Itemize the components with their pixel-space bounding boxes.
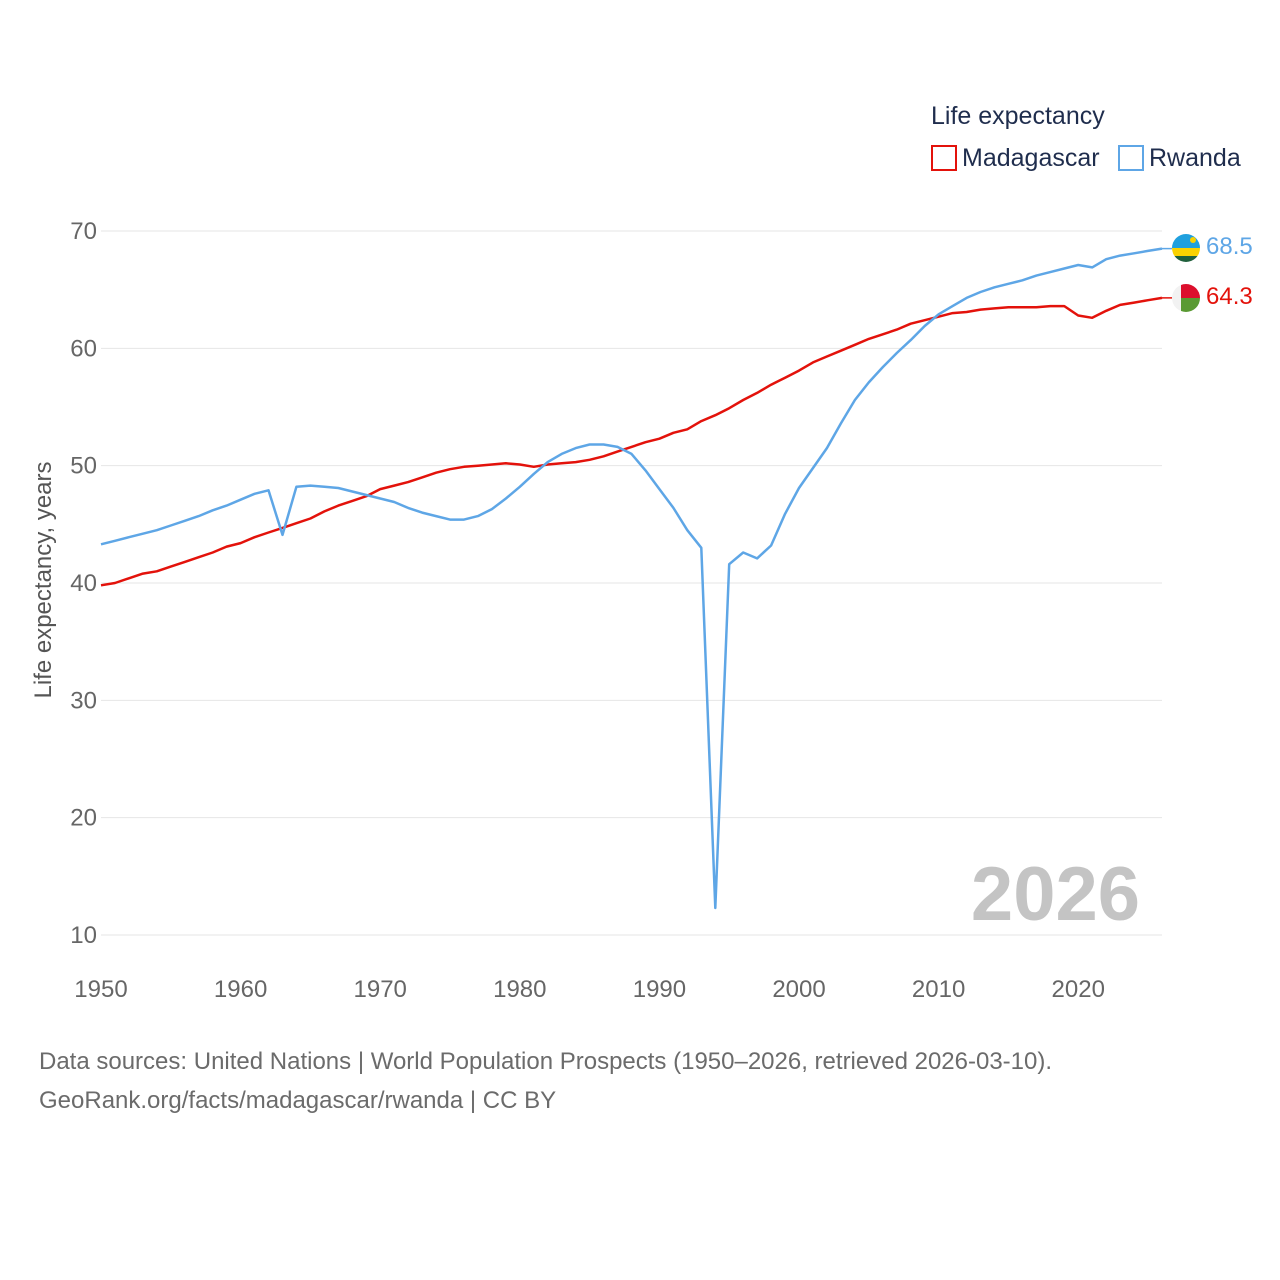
current-year-label: 2026 bbox=[971, 852, 1140, 937]
y-tick-label: 20 bbox=[70, 805, 97, 832]
y-tick-label: 60 bbox=[70, 335, 97, 362]
attribution-link[interactable]: GeoRank.org/facts/madagascar/rwanda | CC… bbox=[39, 1087, 556, 1114]
x-tick-label: 1980 bbox=[493, 976, 546, 1003]
y-tick-label: 10 bbox=[70, 922, 97, 949]
madagascar-flag-icon bbox=[1172, 284, 1200, 312]
x-tick-label: 1990 bbox=[633, 976, 686, 1003]
y-tick-label: 70 bbox=[70, 218, 97, 245]
x-tick-label: 2000 bbox=[772, 976, 825, 1003]
series-line-madagascar[interactable] bbox=[100, 296, 1163, 587]
rwanda-flag-icon bbox=[1172, 234, 1200, 262]
x-tick-label: 2020 bbox=[1052, 976, 1105, 1003]
y-axis-title: Life expectancy, years bbox=[30, 461, 57, 698]
legend-title: Life expectancy bbox=[931, 102, 1105, 130]
madagascar-end-value: 64.3 bbox=[1206, 283, 1253, 310]
rwanda-end-value: 68.5 bbox=[1206, 233, 1253, 260]
series-lines bbox=[100, 247, 1172, 910]
x-tick-label: 1950 bbox=[74, 976, 127, 1003]
y-axis-ticks: 10 20 30 40 50 60 70 bbox=[70, 218, 97, 949]
legend-label-rwanda: Rwanda bbox=[1149, 144, 1241, 172]
legend: Life expectancy Madagascar Rwanda bbox=[931, 102, 1241, 172]
legend-item-rwanda[interactable]: Rwanda bbox=[1118, 144, 1241, 172]
gridlines bbox=[101, 230, 1162, 936]
x-tick-label: 1960 bbox=[214, 976, 267, 1003]
data-source-note: Data sources: United Nations | World Pop… bbox=[39, 1048, 1052, 1075]
legend-label-madagascar: Madagascar bbox=[962, 144, 1100, 172]
y-tick-label: 40 bbox=[70, 570, 97, 597]
x-tick-label: 1970 bbox=[354, 976, 407, 1003]
x-tick-label: 2010 bbox=[912, 976, 965, 1003]
legend-item-madagascar[interactable]: Madagascar bbox=[931, 144, 1100, 172]
x-axis-ticks: 1950 1960 1970 1980 1990 2000 2010 2020 bbox=[74, 976, 1105, 1003]
series-line-rwanda[interactable] bbox=[100, 247, 1163, 910]
legend-swatch-madagascar bbox=[931, 145, 957, 171]
y-tick-label: 30 bbox=[70, 687, 97, 714]
y-tick-label: 50 bbox=[70, 453, 97, 480]
legend-swatch-rwanda bbox=[1118, 145, 1144, 171]
